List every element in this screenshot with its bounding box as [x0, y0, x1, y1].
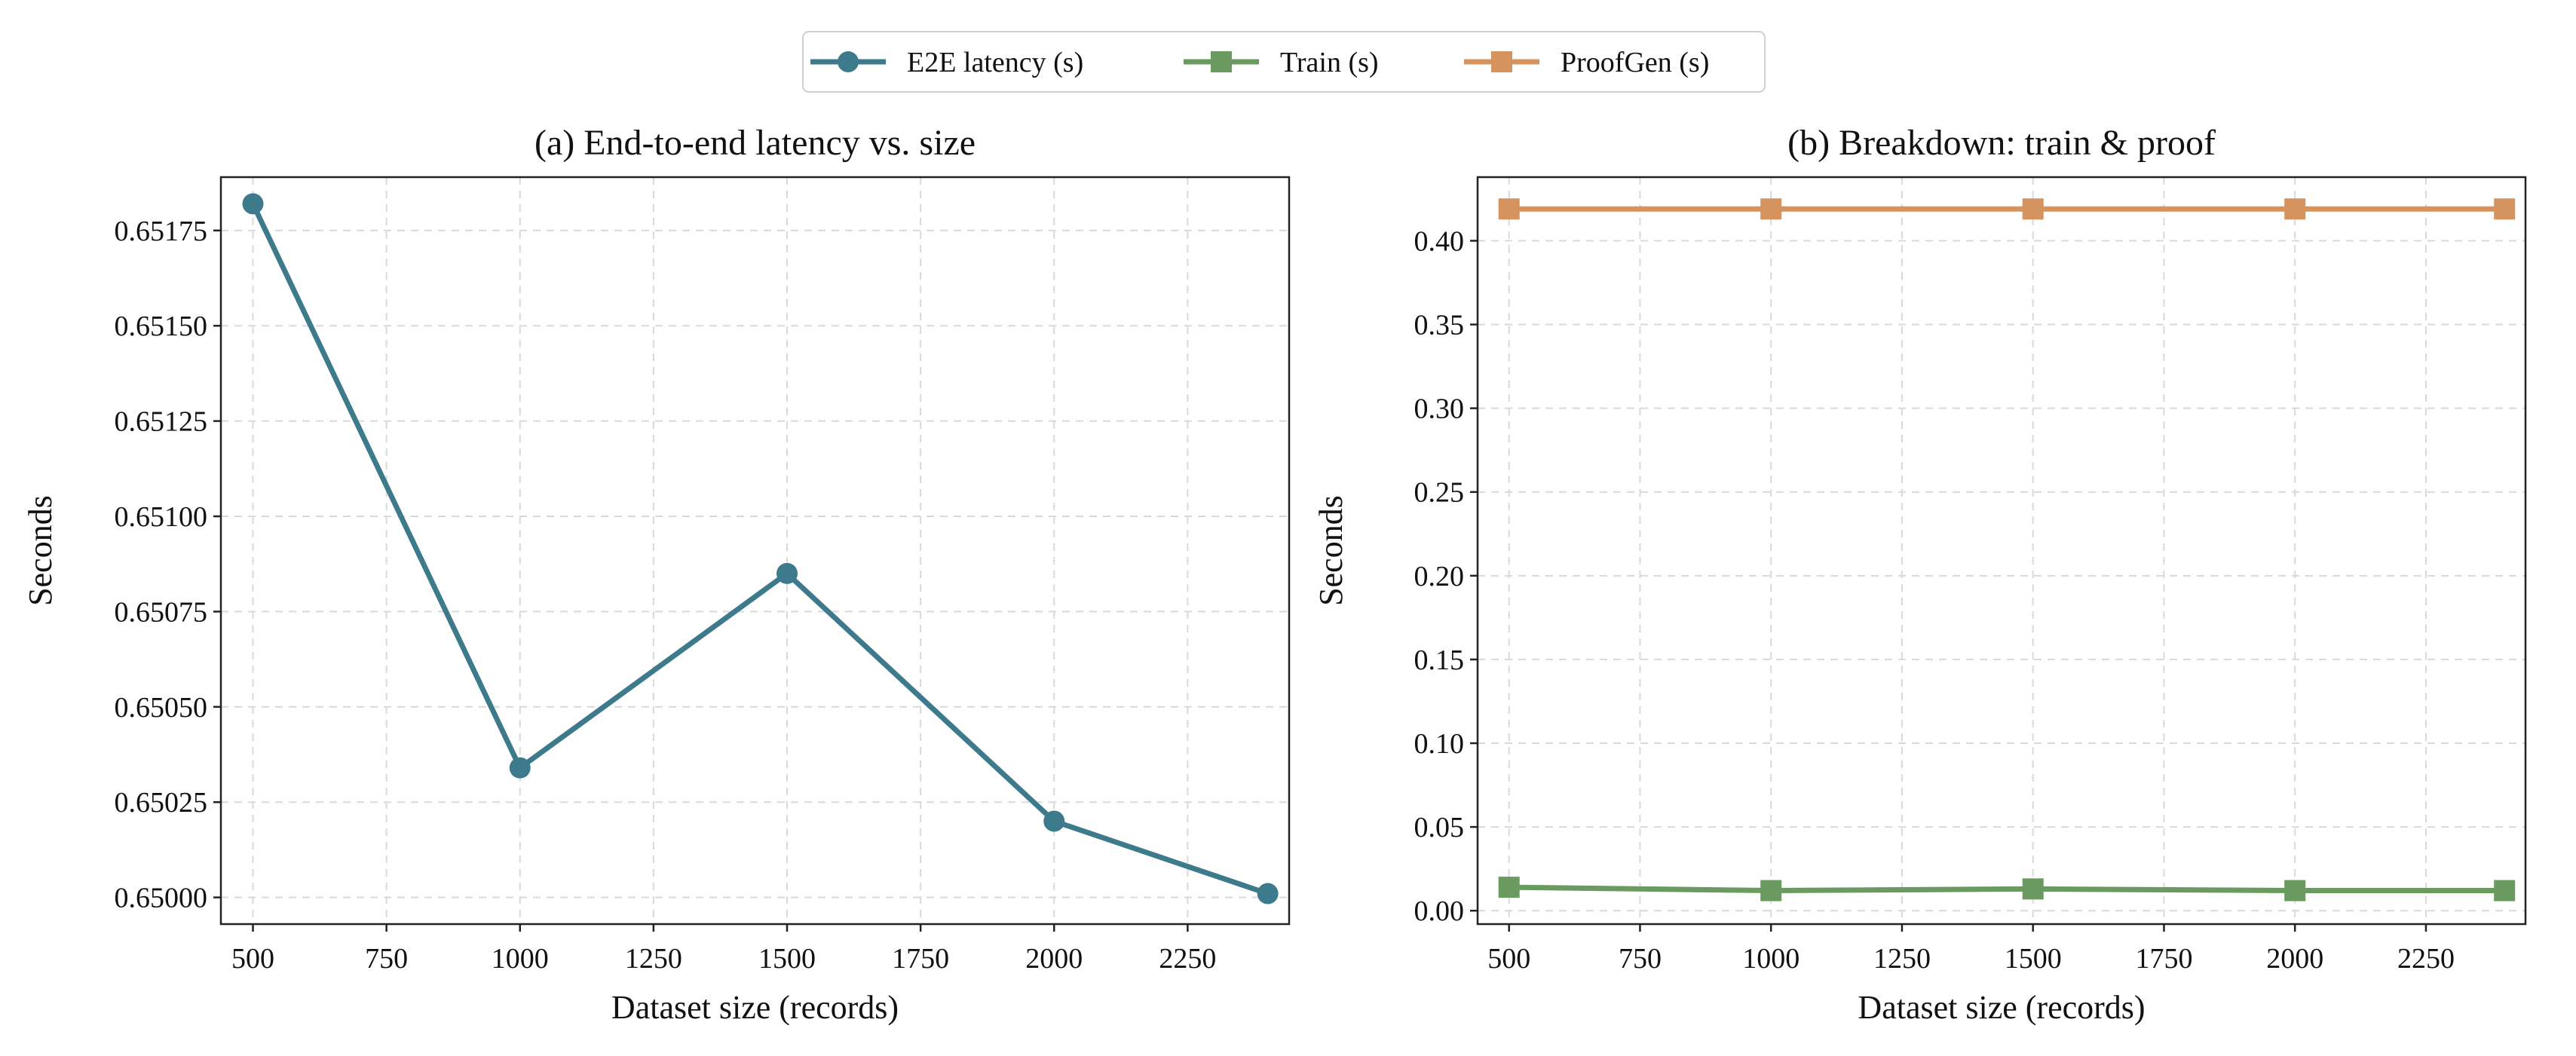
legend-label: Train (s): [1280, 47, 1379, 78]
x-tick-label: 750: [1619, 943, 1662, 975]
legend-label: ProofGen (s): [1561, 47, 1709, 78]
legend-label: E2E latency (s): [907, 47, 1083, 78]
y-tick-label: 0.65025: [115, 787, 208, 819]
x-tick-label: 750: [365, 943, 408, 975]
x-tick-label: 2000: [1025, 943, 1083, 975]
data-point: [1498, 198, 1520, 220]
data-point: [1760, 198, 1782, 220]
x-tick-label: 500: [231, 943, 274, 975]
y-tick-label: 0.00: [1414, 895, 1465, 927]
y-tick-label: 0.20: [1414, 561, 1465, 592]
y-axis-label: Seconds: [1313, 495, 1349, 606]
y-tick-label: 0.65050: [115, 692, 208, 724]
y-tick-label: 0.05: [1414, 812, 1465, 843]
x-tick-label: 1250: [625, 943, 682, 975]
chart-panel-b: 500 750 1000 1250 1500 1750 2000 2250 0.00 0.05 0.…: [1313, 123, 2527, 1026]
legend-frame: [802, 31, 1766, 93]
axes-frame: [1476, 176, 2527, 926]
series-line-1: [250, 202, 1269, 896]
x-tick-label: 1750: [2135, 943, 2192, 975]
y-tick-label: 0.35: [1414, 310, 1465, 341]
y-axis-label: Seconds: [22, 495, 59, 606]
y-tick-label: 0.65150: [115, 311, 208, 342]
data-point: [1498, 877, 1520, 898]
data-point: [2022, 198, 2044, 220]
y-tick-label: 0.10: [1414, 728, 1465, 760]
data-point: [2022, 878, 2044, 900]
x-tick-label: 1250: [1873, 943, 1931, 975]
x-axis-label: Dataset size (records): [611, 989, 899, 1026]
data-point: [2494, 198, 2516, 220]
series-line-1: [1509, 884, 2505, 894]
y-tick-label: 0.65075: [115, 596, 208, 628]
y-tick-label: 0.65175: [115, 216, 208, 247]
x-tick-label: 1500: [2005, 943, 2062, 975]
data-point: [509, 757, 531, 779]
x-tick-label: 2250: [1159, 943, 1216, 975]
data-point: [2494, 880, 2516, 901]
x-tick-label: 1500: [758, 943, 816, 975]
legend-marker: [1491, 51, 1512, 72]
y-tick-label: 0.30: [1414, 393, 1465, 425]
y-tick-label: 0.65000: [115, 883, 208, 914]
axes-frame: [219, 176, 1291, 926]
x-tick-label: 500: [1487, 943, 1530, 975]
y-tick-label: 0.65100: [115, 501, 208, 533]
chart-title: (a) End-to-end latency vs. size: [534, 123, 976, 163]
data-point: [776, 562, 798, 584]
y-tick-label: 0.40: [1414, 225, 1465, 257]
data-point: [1257, 883, 1279, 904]
data-point: [1760, 880, 1782, 901]
y-tick-label: 0.25: [1414, 477, 1465, 509]
x-tick-label: 1000: [492, 943, 549, 975]
legend-marker: [838, 51, 859, 72]
x-axis-label: Dataset size (records): [1858, 989, 2145, 1026]
x-tick-label: 1750: [892, 943, 949, 975]
x-tick-label: 1000: [1742, 943, 1800, 975]
data-point: [2284, 198, 2306, 220]
data-point: [2284, 880, 2306, 901]
y-tick-label: 0.15: [1414, 644, 1465, 676]
y-tick-label: 0.65125: [115, 406, 208, 438]
legend-marker: [1211, 51, 1232, 72]
data-point: [1043, 810, 1065, 832]
x-tick-label: 2250: [2397, 943, 2455, 975]
x-tick-label: 2000: [2266, 943, 2323, 975]
chart-title: (b) Breakdown: train & proof: [1787, 123, 2216, 163]
data-point: [242, 193, 264, 215]
legend: E2E latency (s) Train (s) ProofGen (s): [802, 31, 1766, 93]
chart-panel-a: 500 750 1000 1250 1500 1750 2000 2250 0.65000 0.6…: [22, 123, 1291, 1026]
